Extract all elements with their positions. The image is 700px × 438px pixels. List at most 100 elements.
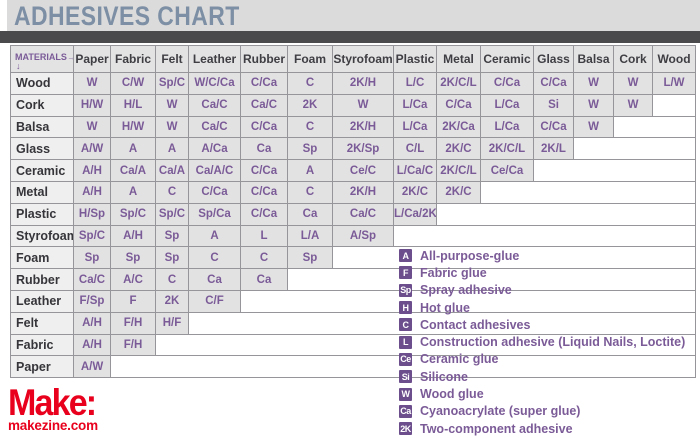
table-row-wood: Wood W C/W Sp/C W/C/Ca C/Ca C 2K/H L/C 2K/C/L C/Ca… bbox=[10, 72, 696, 95]
materials-label: MATERIALS→ bbox=[15, 52, 74, 62]
legend-code-badge: W bbox=[399, 387, 412, 401]
adhesive-cell: C bbox=[287, 180, 333, 204]
material-label: Leather bbox=[10, 289, 74, 313]
material-label: Foam bbox=[10, 246, 74, 270]
adhesive-cell: C/L bbox=[393, 137, 437, 161]
adhesive-cell: A/H bbox=[110, 224, 156, 248]
adhesive-cell: C bbox=[287, 115, 333, 139]
adhesive-cell: A/H bbox=[73, 159, 111, 182]
adhesive-cell: Ca/C bbox=[240, 93, 288, 117]
empty-region bbox=[652, 93, 696, 117]
legend-label: Wood glue bbox=[420, 387, 484, 402]
adhesive-cell: A/W bbox=[73, 137, 111, 161]
adhesive-cell: W bbox=[73, 72, 111, 95]
material-label: Rubber bbox=[10, 268, 74, 291]
legend-code-badge: Ca bbox=[399, 404, 412, 418]
adhesive-cell: Si bbox=[533, 93, 574, 117]
legend-code-badge: F bbox=[399, 266, 412, 280]
legend-code-badge: L bbox=[399, 335, 412, 349]
adhesive-cell: Ca bbox=[240, 137, 288, 161]
adhesive-cell: Ca/C bbox=[332, 202, 394, 226]
adhesive-cell: 2K/C/L bbox=[436, 159, 481, 182]
table-row-ceramic: Ceramic A/H Ca/A Ca/A Ca/A/C C/Ca A Ce/C L/Ca/C 2… bbox=[10, 159, 696, 182]
adhesive-cell: H/F bbox=[155, 311, 189, 335]
adhesive-cell: A bbox=[110, 137, 156, 161]
materials-corner-cell: MATERIALS→ ↓ bbox=[10, 45, 74, 73]
adhesive-cell: L/Ca bbox=[480, 93, 534, 117]
empty-region bbox=[436, 202, 696, 226]
adhesive-cell: C bbox=[155, 268, 189, 291]
adhesive-cell: L/C bbox=[393, 72, 437, 95]
adhesive-cell: A/H bbox=[73, 333, 111, 357]
adhesive-cell: C/Ca bbox=[188, 180, 241, 204]
empty-region bbox=[480, 180, 696, 204]
legend-label: Spray adhesive bbox=[420, 283, 512, 298]
adhesive-cell: F/H bbox=[110, 333, 156, 357]
adhesive-cell: L bbox=[240, 224, 288, 248]
adhesive-cell: 2K/H bbox=[332, 72, 394, 95]
material-label: Felt bbox=[10, 311, 74, 335]
adhesive-cell: 2K/C/L bbox=[480, 137, 534, 161]
adhesive-cell: C/Ca bbox=[533, 115, 574, 139]
material-label: Styrofoam bbox=[10, 224, 74, 248]
makezine-url: makezine.com bbox=[8, 418, 98, 433]
adhesive-cell: A bbox=[188, 224, 241, 248]
adhesive-cell: 2K/C/L bbox=[436, 72, 481, 95]
adhesive-cell: W bbox=[573, 115, 614, 139]
adhesive-cell: Sp/C bbox=[155, 202, 189, 226]
adhesive-cell: C/Ca bbox=[533, 72, 574, 95]
table-row-balsa: Balsa W H/W W Ca/C C/Ca C 2K/H L/Ca 2K/Ca L/Ca C/Ca… bbox=[10, 115, 696, 139]
adhesive-cell: Ca bbox=[188, 268, 241, 291]
adhesive-cell: L/Ca/2K bbox=[393, 202, 437, 226]
adhesive-cell: W bbox=[573, 93, 614, 117]
legend-code-badge: Ce bbox=[399, 352, 412, 366]
adhesive-cell: H/L bbox=[110, 93, 156, 117]
legend-item: Sp Spray adhesive bbox=[399, 282, 697, 299]
table-row-plastic: Plastic H/Sp Sp/C Sp/C Sp/Ca C/Ca Ca Ca/C L/Ca/2… bbox=[10, 202, 696, 226]
adhesive-cell: 2K/Sp bbox=[332, 137, 394, 161]
adhesive-cell: C bbox=[287, 72, 333, 95]
adhesive-cell: 2K/Ca bbox=[436, 115, 481, 139]
adhesive-cell: 2K bbox=[287, 93, 333, 117]
column-header-rubber: Rubber bbox=[240, 45, 288, 73]
adhesive-cell: C bbox=[240, 246, 288, 270]
adhesive-cell: C/Ca bbox=[240, 202, 288, 226]
table-row-foam: Foam Sp Sp Sp C C Sp bbox=[10, 246, 696, 270]
column-header-fabric: Fabric bbox=[110, 45, 156, 73]
empty-region bbox=[613, 115, 696, 139]
adhesive-cell: L/Ca bbox=[480, 115, 534, 139]
legend-label: Cyanoacrylate (super glue) bbox=[420, 404, 581, 419]
empty-region bbox=[393, 224, 696, 248]
make-logo: Make: bbox=[8, 382, 97, 423]
adhesive-cell: Sp/C bbox=[110, 202, 156, 226]
adhesive-cell: Ca/A/C bbox=[188, 159, 241, 182]
adhesive-cell: C/F bbox=[188, 289, 241, 313]
brand-block: Make: makezine.com bbox=[8, 382, 103, 433]
legend-item: H Hot glue bbox=[399, 299, 697, 316]
adhesive-cell: 2K bbox=[155, 289, 189, 313]
adhesive-cell: C/Ca bbox=[436, 93, 481, 117]
material-label: Wood bbox=[10, 72, 74, 95]
adhesive-cell: 2K/C bbox=[436, 180, 481, 204]
table-row-metal: Metal A/H A C C/Ca C/Ca C 2K/H 2K/C 2K/C bbox=[10, 180, 696, 204]
adhesive-cell: H/Sp bbox=[73, 202, 111, 226]
adhesive-cell: A/Sp bbox=[332, 224, 394, 248]
legend-label: Hot glue bbox=[420, 300, 470, 315]
legend-item: Si Silicone bbox=[399, 368, 697, 385]
material-label: Paper bbox=[10, 355, 74, 379]
adhesive-cell: W bbox=[155, 93, 189, 117]
material-label: Fabric bbox=[10, 333, 74, 357]
column-header-styrofoam: Styrofoam bbox=[332, 45, 394, 73]
adhesive-cell: L/Ca bbox=[393, 115, 437, 139]
table-header-row: MATERIALS→ ↓ Paper Fabric Felt Leather Rubber F… bbox=[10, 45, 696, 73]
column-header-wood: Wood bbox=[652, 45, 696, 73]
legend-item: 2K Two-component adhesive bbox=[399, 420, 697, 437]
material-label: Balsa bbox=[10, 115, 74, 139]
adhesive-cell: A bbox=[155, 137, 189, 161]
adhesive-cell: Sp bbox=[110, 246, 156, 270]
adhesive-cell: Sp bbox=[73, 246, 111, 270]
adhesive-cell: Sp bbox=[287, 137, 333, 161]
column-header-foam: Foam bbox=[287, 45, 333, 73]
adhesive-cell: Ca/C bbox=[188, 93, 241, 117]
